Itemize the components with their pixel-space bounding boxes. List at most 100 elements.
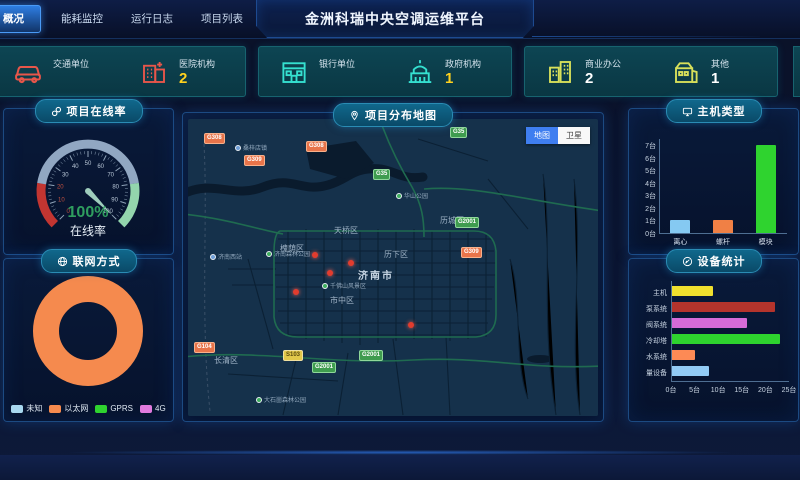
x-axis-line (659, 233, 787, 234)
stat-item: 交通单位 (0, 57, 119, 87)
project-marker[interactable] (312, 252, 318, 258)
stat-value: 1 (711, 71, 729, 87)
government-icon (405, 57, 435, 87)
svg-text:70: 70 (107, 173, 114, 179)
map-toggle-卫星[interactable]: 卫星 (558, 127, 590, 144)
poi-dot (210, 254, 216, 260)
legend-item-未知[interactable]: 未知 (11, 403, 42, 414)
building-icon (671, 57, 701, 87)
y-axis-label: 泵系统 (631, 304, 667, 314)
stat-label: 商业办公 (585, 57, 621, 70)
panel-device-stats: 设备统计 主机泵系统阀系统冷却塔水系统量设备0台5台10台15台20台25台 (628, 258, 799, 422)
globe-icon (57, 256, 68, 267)
district-label: 历下区 (384, 249, 408, 260)
poi-text: 济南森林公园 (274, 249, 310, 258)
stat-texts: 商业办公2 (585, 57, 621, 87)
bar-泵系统 (671, 302, 775, 312)
nav-tab-项目列表[interactable]: 项目列表 (193, 0, 251, 38)
poi-text: 大石崮森林公园 (264, 395, 306, 404)
stat-card-partial (793, 46, 800, 97)
svg-text:40: 40 (72, 164, 79, 170)
bar-螺杆 (713, 220, 733, 233)
bar-阀系统 (671, 318, 747, 328)
x-axis-label: 模块 (746, 237, 786, 247)
stat-item: 其他1 (651, 57, 777, 87)
bank-icon (279, 57, 309, 87)
poi-label: 大石崮森林公园 (256, 395, 306, 404)
legend-swatch (140, 405, 152, 413)
poi-label: 桑梓店镇 (235, 143, 267, 152)
panel-online-rate: 项目在线率 0102030405060708090100100%在线率 (3, 108, 174, 255)
page-title-box: 金洲科瑞中央空调运维平台 (256, 0, 534, 38)
poi-dot (235, 145, 241, 151)
svg-text:90: 90 (111, 198, 118, 204)
stat-texts: 政府机构1 (445, 57, 481, 87)
nav-tab-运行日志[interactable]: 运行日志 (123, 0, 181, 38)
stat-value (53, 71, 89, 87)
stat-texts: 其他1 (711, 57, 729, 87)
stat-card-3: 商业办公2 其他1 (524, 46, 778, 97)
svg-text:80: 80 (112, 185, 119, 191)
y-axis-line (671, 281, 672, 381)
stat-texts: 交通单位 (53, 57, 89, 87)
nav-tab-能耗监控[interactable]: 能耗监控 (53, 0, 111, 38)
city-label: 济南市 (358, 267, 394, 282)
poi-text: 华山公园 (404, 191, 428, 200)
poi-label: 济南西站 (210, 252, 242, 261)
map-toggle-地图[interactable]: 地图 (526, 127, 558, 144)
panel-title: 联网方式 (73, 253, 121, 269)
road-badge-G104: G104 (194, 342, 215, 353)
road-badge-G2001: G2001 (359, 350, 383, 361)
panel-network-type-header: 联网方式 (41, 249, 137, 273)
car-icon (13, 57, 43, 87)
x-axis-tick: 20台 (753, 385, 777, 395)
svg-text:10: 10 (58, 198, 65, 204)
map-pin-icon (349, 110, 360, 121)
map-layer-toggle: 地图卫星 (526, 127, 590, 144)
panel-online-rate-header: 项目在线率 (35, 99, 143, 123)
y-axis-label: 量设备 (631, 368, 667, 378)
nav-tab-概况[interactable]: 概况 (0, 5, 41, 33)
stat-texts: 银行单位 (319, 57, 355, 87)
legend-label: 以太网 (64, 403, 88, 414)
road-badge-G2001: G2001 (312, 362, 336, 373)
map-canvas[interactable]: G308G308G309G309G35G35G2001G2001G2001S10… (188, 119, 598, 416)
panel-title: 项目分布地图 (365, 107, 437, 123)
project-marker[interactable] (408, 322, 414, 328)
office-icon (545, 57, 575, 87)
stat-card-2: 银行单位 政府机构1 (258, 46, 512, 97)
legend-item-GPRS[interactable]: GPRS (95, 403, 133, 414)
stat-texts: 医院机构2 (179, 57, 215, 87)
hospital-icon (139, 57, 169, 87)
stat-label: 医院机构 (179, 57, 215, 70)
stat-item: 银行单位 (259, 57, 385, 87)
road-badge-G35: G35 (450, 127, 467, 138)
y-axis-line (659, 139, 660, 233)
svg-text:30: 30 (62, 173, 69, 179)
poi-label: 千佛山风景区 (322, 281, 366, 290)
y-axis-tick: 6台 (631, 154, 656, 164)
poi-label: 华山公园 (396, 191, 428, 200)
host-type-bar-chart: 0台1台2台3台4台5台6台7台离心螺杆模块 (629, 121, 798, 254)
poi-dot (322, 283, 328, 289)
legend-item-以太网[interactable]: 以太网 (49, 403, 88, 414)
project-marker[interactable] (293, 289, 299, 295)
stats-row: 交通单位 医院机构2 银行单位 政府机构1 商业办公2 其他1 (0, 46, 778, 97)
y-axis-tick: 0台 (631, 229, 656, 239)
stat-item: 政府机构1 (385, 57, 511, 87)
compass-icon (682, 256, 693, 267)
legend-item-4G[interactable]: 4G (140, 403, 166, 414)
stat-value (319, 71, 355, 87)
panel-device-stats-header: 设备统计 (666, 249, 762, 273)
road-badge-G309: G309 (244, 155, 265, 166)
bar-模块 (756, 145, 776, 233)
poi-label: 济南森林公园 (266, 249, 310, 258)
road-badge-G309: G309 (461, 247, 482, 258)
y-axis-label: 主机 (631, 288, 667, 298)
project-marker[interactable] (327, 270, 333, 276)
project-marker[interactable] (348, 260, 354, 266)
x-axis-tick: 10台 (706, 385, 730, 395)
road-badge-S103: S103 (283, 350, 303, 361)
y-axis-tick: 7台 (631, 141, 656, 151)
x-axis-tick: 15台 (730, 385, 754, 395)
